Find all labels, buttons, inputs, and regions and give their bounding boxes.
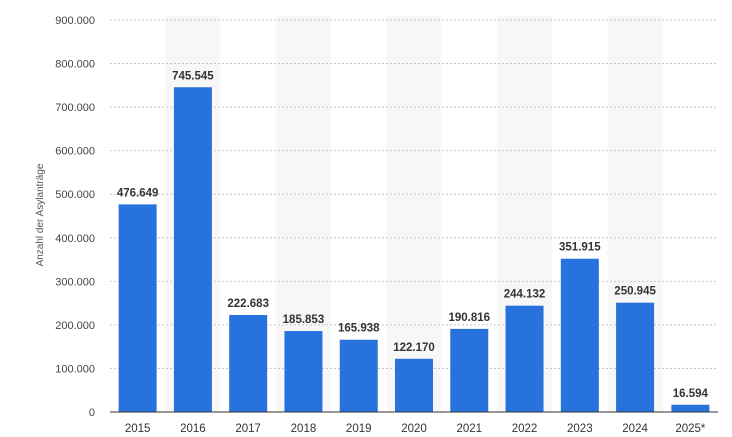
bar	[505, 305, 544, 412]
data-label: 250.945	[614, 286, 656, 298]
data-label: 476.649	[117, 187, 159, 199]
bar	[173, 87, 212, 412]
y-tick-label: 100.000	[55, 363, 95, 375]
y-tick-label: 600.000	[55, 146, 95, 158]
x-tick-label: 2017	[235, 423, 261, 435]
y-tick-label: 700.000	[55, 102, 95, 114]
data-label: 351.915	[559, 242, 601, 254]
bar	[229, 315, 268, 412]
bar	[118, 204, 157, 412]
data-label: 745.545	[172, 70, 214, 82]
data-label: 190.816	[448, 312, 490, 324]
bar	[339, 339, 378, 412]
data-label: 165.938	[338, 323, 380, 335]
y-tick-label: 300.000	[55, 276, 95, 288]
bar	[616, 302, 655, 412]
y-axis-label: Anzahl der Asylanträge	[35, 163, 46, 266]
y-tick-label: 200.000	[55, 320, 95, 332]
x-tick-label: 2023	[567, 423, 593, 435]
x-tick-label: 2018	[291, 423, 317, 435]
data-label: 16.594	[673, 388, 709, 400]
data-label: 185.853	[283, 314, 325, 326]
y-tick-label: 400.000	[55, 233, 95, 245]
x-tick-label: 2021	[456, 423, 482, 435]
bar	[560, 258, 599, 412]
x-axis: 2015 2016 2017 2018 2019 2020 2021 2022 2023 2024…	[125, 423, 706, 435]
x-tick-label: 2019	[346, 423, 372, 435]
x-tick-label: 2022	[512, 423, 538, 435]
bar	[450, 328, 489, 412]
x-tick-label: 2020	[401, 423, 427, 435]
y-tick-label: 500.000	[55, 189, 95, 201]
data-labels: 476.649 745.545 222.683 185.853 165.938 122.1…	[117, 70, 709, 399]
bar	[284, 331, 323, 412]
y-axis: 0 100.000 200.000 300.000 400.000 500.000 600.…	[55, 15, 95, 419]
x-tick-label: 2025*	[675, 423, 706, 435]
y-tick-label: 0	[89, 407, 95, 419]
data-label: 244.132	[504, 289, 546, 301]
data-label: 222.683	[227, 298, 269, 310]
x-tick-label: 2024	[622, 423, 648, 435]
bar	[671, 404, 710, 412]
bars	[118, 87, 710, 412]
x-tick-label: 2015	[125, 423, 151, 435]
data-label: 122.170	[393, 342, 435, 354]
column-band	[386, 16, 442, 412]
y-tick-label: 900.000	[55, 15, 95, 27]
y-tick-label: 800.000	[55, 59, 95, 71]
x-tick-label: 2016	[180, 423, 206, 435]
bar	[395, 358, 433, 412]
